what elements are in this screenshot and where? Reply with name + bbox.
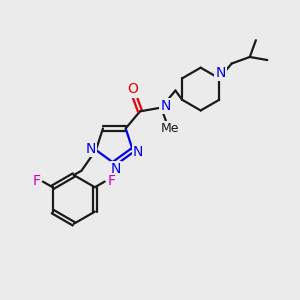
Text: O: O <box>128 82 138 96</box>
Text: N: N <box>215 66 226 80</box>
Text: N: N <box>133 145 143 158</box>
Text: Me: Me <box>160 122 179 135</box>
Text: F: F <box>107 174 115 188</box>
Text: N: N <box>85 142 96 155</box>
Text: N: N <box>111 162 121 176</box>
Text: N: N <box>160 99 171 113</box>
Text: F: F <box>32 174 40 188</box>
